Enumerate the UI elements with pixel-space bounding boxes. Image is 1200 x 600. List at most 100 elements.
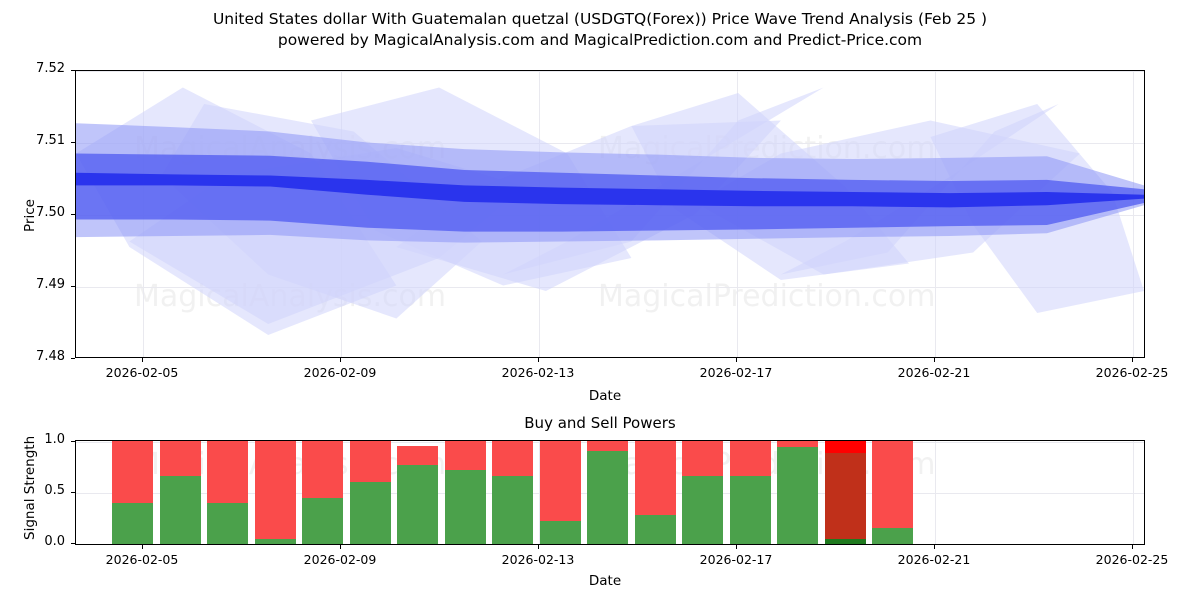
price-wave-bands [76,87,1144,335]
bar-segment-sell [349,441,391,483]
wave-core-band [76,172,1144,208]
buy-sell-bar[interactable] [397,446,438,544]
bar-segment-buy [824,538,866,544]
xtick-mark-signal-4 [736,545,737,549]
ytick-label-0-0: 0.0 [44,534,65,549]
bar-segment-sell [587,441,628,452]
ytick-label-7-48: 7.48 [36,349,65,364]
ytick-label-7-50: 7.50 [36,205,65,220]
signal-xaxis-title: Date [588,573,622,589]
buy-sell-bar[interactable] [729,441,771,544]
xtick-mark-signal-6 [1132,545,1133,549]
price-yaxis-title: Price [22,199,38,232]
bar-segment-sell [634,441,676,516]
xtick-mark-signal-5 [934,545,935,549]
ytick-label-1-0: 1.0 [44,432,65,447]
buy-sell-bar[interactable] [112,441,153,544]
buy-sell-bar[interactable] [159,441,201,544]
bar-segment-buy [349,482,391,544]
xtick-mark-price-6 [1132,358,1133,362]
gridline-bar-x-2026-02-25 [1133,441,1134,544]
xtick-label-signal-4: 2026-02-17 [699,552,773,567]
signal-yaxis-title: Signal Strength [22,435,38,540]
ytick-mark-7-49 [71,286,75,287]
buy-sell-bar[interactable] [539,441,581,544]
bar-segment-sell [492,441,533,477]
gridline-bar-x-2026-02-21 [935,441,936,544]
bar-segment-buy [872,527,913,544]
bar-segment-buy [112,502,153,544]
buy-sell-clip: MagicalAnalysis.com MagicalPrediction.co… [76,441,1144,544]
buy-sell-bar[interactable] [824,441,866,544]
ytick-label-0-5: 0.5 [44,483,65,498]
xtick-label-price-6: 2026-02-25 [1095,365,1169,380]
buy-sell-bar[interactable] [587,441,628,544]
gridline-x-2026-02-25 [1133,71,1134,357]
bar-segment-buy [254,538,296,544]
xtick-mark-price-5 [934,358,935,362]
buy-sell-bar[interactable] [207,441,248,544]
xtick-mark-signal-1 [142,545,143,549]
buy-sell-bar[interactable] [872,441,913,544]
xtick-mark-price-3 [538,358,539,362]
buy-sell-bar[interactable] [777,441,818,544]
bar-segment-buy [682,476,723,544]
bar-segment-buy [539,521,581,544]
bar-segment-buy [397,464,438,544]
bar-segment-sell [777,441,818,448]
xtick-label-signal-5: 2026-02-21 [897,552,971,567]
gridline-y-7-52 [76,71,1144,72]
xtick-label-signal-3: 2026-02-13 [501,552,575,567]
xtick-label-signal-1: 2026-02-05 [105,552,179,567]
bar-segment-buy [634,515,676,544]
xtick-label-price-1: 2026-02-05 [105,365,179,380]
bar-segment-sell [682,441,723,477]
bar-segment-sell [872,441,913,528]
figure-title-line-1: United States dollar With Guatemalan que… [212,10,988,28]
figure-title-line-2: powered by MagicalAnalysis.com and Magic… [277,31,923,49]
bar-segment-buy [159,476,201,544]
bar-highlight-cap [824,441,866,454]
bar-segment-buy [302,497,343,544]
xtick-label-price-5: 2026-02-21 [897,365,971,380]
price-wave-clip: MagicalAnalysis.com MagicalPrediction.co… [76,71,1144,357]
xtick-mark-signal-3 [538,545,539,549]
buy-sell-bar[interactable] [254,441,296,544]
xtick-mark-signal-2 [340,545,341,549]
xtick-label-price-4: 2026-02-17 [699,365,773,380]
bar-segment-sell [444,441,486,470]
xtick-label-price-3: 2026-02-13 [501,365,575,380]
bar-segment-buy [777,447,818,544]
ytick-mark-1-0 [71,441,75,442]
figure-title: United States dollar With Guatemalan que… [0,9,1200,51]
xtick-mark-price-4 [736,358,737,362]
bar-segment-buy [492,476,533,544]
wave-envelope-bands [76,123,1144,243]
buy-sell-bar[interactable] [634,441,676,544]
bar-segment-sell [254,441,296,539]
bar-segment-sell [729,441,771,477]
buy-sell-bar[interactable] [492,441,533,544]
xtick-mark-price-2 [340,358,341,362]
ytick-mark-7-48 [71,358,75,359]
bar-segment-buy [587,451,628,544]
ytick-mark-0-0 [71,543,75,544]
xtick-label-signal-2: 2026-02-09 [303,552,377,567]
ytick-mark-7-51 [71,142,75,143]
buy-sell-bar[interactable] [444,441,486,544]
bar-segment-buy [729,476,771,544]
bar-segment-sell [302,441,343,498]
bar-segment-buy [207,502,248,544]
xtick-label-price-2: 2026-02-09 [303,365,377,380]
buy-sell-bar[interactable] [682,441,723,544]
buy-sell-bar[interactable] [302,441,343,544]
xtick-label-signal-6: 2026-02-25 [1095,552,1169,567]
bar-segment-sell [397,446,438,465]
buy-sell-bar[interactable] [349,441,391,544]
xtick-mark-price-1 [142,358,143,362]
bar-segment-buy [444,469,486,544]
ytick-label-7-52: 7.52 [36,61,65,76]
ytick-label-7-51: 7.51 [36,133,65,148]
price-wave-plot-area: MagicalAnalysis.com MagicalPrediction.co… [75,70,1145,358]
